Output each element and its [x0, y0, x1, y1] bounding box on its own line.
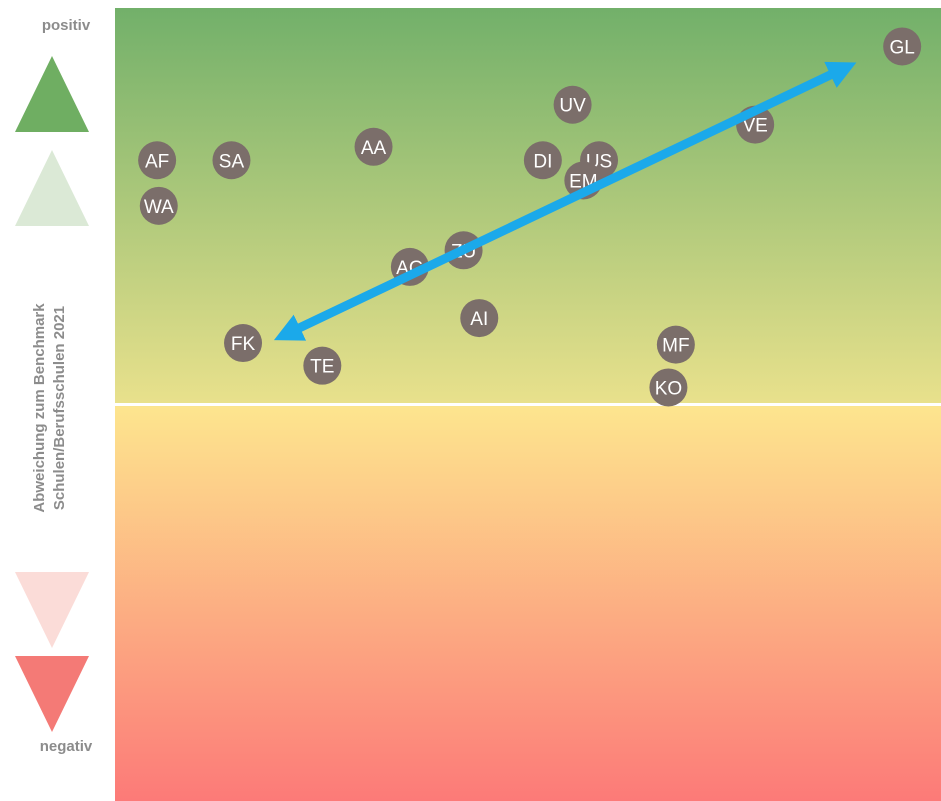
point-marker [303, 346, 342, 385]
triangle-down-strong-icon [15, 656, 89, 732]
point-marker [138, 141, 177, 180]
point-marker [212, 141, 251, 180]
data-point-aa: AA [354, 127, 393, 166]
point-label: WA [144, 197, 174, 218]
triangle-up-light-icon [15, 150, 89, 226]
point-marker [883, 27, 922, 66]
point-marker [139, 186, 178, 225]
point-label: MF [662, 336, 689, 357]
trend-arrow [273, 61, 857, 341]
y-axis-title-line1: Abweichung zum Benchmark [31, 303, 48, 513]
point-label: AF [145, 151, 169, 172]
point-label: TE [310, 357, 334, 378]
data-point-mf: MF [656, 325, 695, 364]
point-label: GL [889, 37, 914, 58]
data-point-uv: UV [553, 85, 592, 124]
point-label: AA [361, 138, 387, 159]
point-marker [649, 368, 688, 407]
negative-label: negativ [39, 738, 93, 755]
point-label: KO [655, 378, 682, 399]
point-label: DI [533, 151, 552, 172]
point-label: UV [559, 96, 586, 117]
scatter-plot: GLUVVEAAAFSADIUSEMWAZUAGAIFKMFTEKO [115, 8, 941, 801]
data-point-fk: FK [224, 324, 263, 363]
data-point-ko: KO [649, 368, 688, 407]
y-axis-title-line2: Schulen/Berufsschulen 2021 [51, 305, 68, 511]
triangle-down-light-icon [15, 572, 89, 648]
data-point-te: TE [303, 346, 342, 385]
data-point-di: DI [523, 141, 562, 180]
y-axis-title: Abweichung zum Benchmark Schulen/Berufss… [30, 228, 70, 588]
positive-label: positiv [41, 17, 91, 34]
data-point-ai: AI [460, 299, 499, 338]
point-label: SA [219, 151, 245, 172]
point-label: AI [470, 309, 488, 330]
data-point-sa: SA [212, 141, 251, 180]
data-point-gl: GL [883, 27, 922, 66]
point-marker [224, 324, 263, 363]
triangle-up-strong-icon [15, 56, 89, 132]
data-point-af: AF [138, 141, 177, 180]
point-label: FK [231, 334, 256, 355]
data-point-wa: WA [139, 186, 178, 225]
